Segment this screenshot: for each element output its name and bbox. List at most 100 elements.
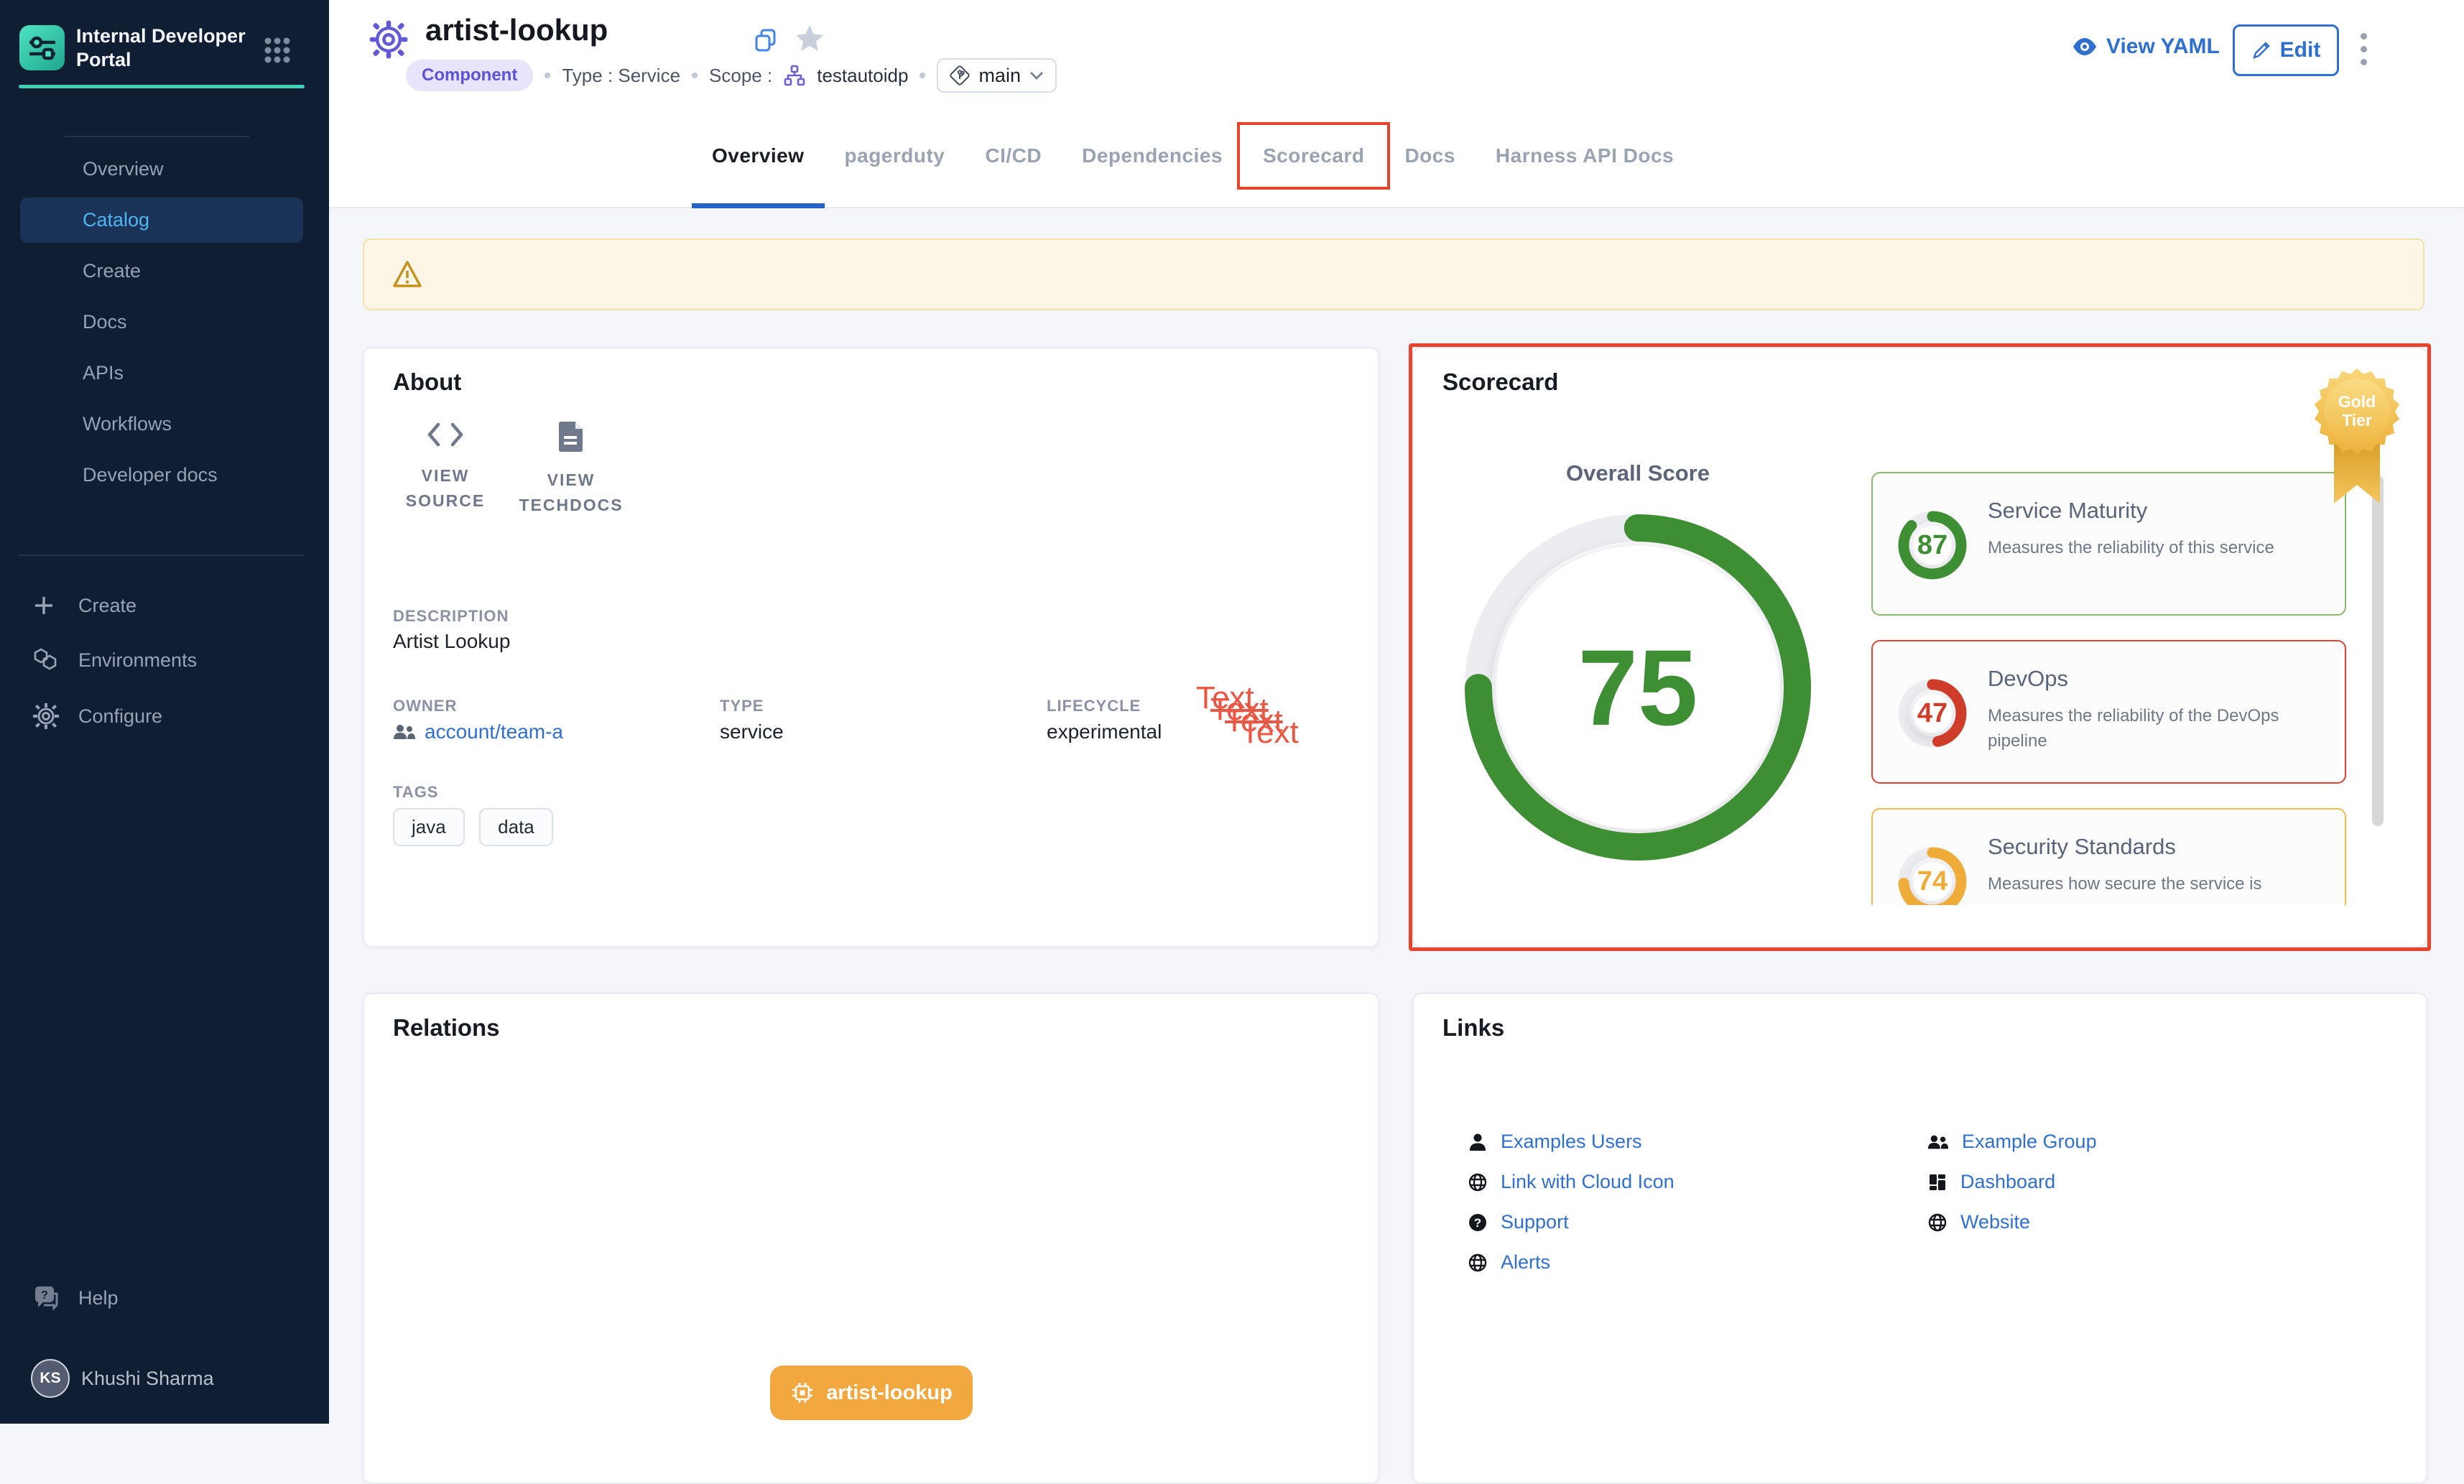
owner-label: OWNER (393, 697, 458, 715)
more-options-icon[interactable] (2361, 33, 2367, 65)
view-techdocs-button[interactable]: VIEW TECHDOCS (506, 420, 636, 518)
page-title: artist-lookup (425, 13, 608, 47)
check-card-devops[interactable]: 47 DevOps Measures the reliability of th… (1871, 640, 2346, 784)
relations-title: Relations (393, 1014, 500, 1041)
link-website[interactable]: Website (1927, 1211, 2030, 1233)
check-title: Security Standards (1988, 834, 2176, 859)
type-label: TYPE (720, 697, 764, 715)
link-dashboard[interactable]: Dashboard (1927, 1171, 2055, 1193)
sidebar-help[interactable]: ? Help (0, 1273, 329, 1323)
link-with-cloud-icon[interactable]: Link with Cloud Icon (1468, 1171, 1675, 1193)
tab-pagerduty[interactable]: pagerduty (844, 144, 945, 167)
overall-score-label: Overall Score (1566, 460, 1710, 486)
sidebar-item-catalog[interactable]: Catalog (20, 198, 303, 243)
about-card: About VIEW SOURCE VIEW TECHDOCS DESCRIPT… (363, 347, 1379, 947)
link-support[interactable]: ? Support (1468, 1211, 1569, 1233)
chevron-down-icon (1029, 71, 1044, 80)
scorecard-title: Scorecard (1442, 368, 1559, 395)
branch-name: main (978, 64, 1021, 86)
user-avatar: KS (31, 1359, 70, 1398)
lifecycle-label: LIFECYCLE (1047, 697, 1141, 715)
tags-label: TAGS (393, 783, 439, 801)
question-icon: ? (1468, 1212, 1488, 1233)
svg-text:Gold: Gold (2338, 392, 2376, 411)
sidebar: Internal Developer Portal Overview Catal… (0, 0, 329, 1424)
overlay-text-artifact: Text Text Text Text (1196, 680, 1299, 750)
owner-value[interactable]: account/team-a (393, 720, 563, 743)
tags-row: java data (393, 808, 565, 846)
checks-scrollbar[interactable] (2372, 476, 2384, 826)
tab-overview[interactable]: Overview (692, 105, 825, 208)
sidebar-user[interactable]: KS Khushi Sharma (0, 1353, 329, 1404)
hexagons-icon (32, 646, 78, 674)
tab-bar (329, 105, 2464, 208)
tab-docs[interactable]: Docs (1404, 144, 1455, 167)
separator-dot (692, 73, 698, 78)
user-name: Khushi Sharma (81, 1367, 214, 1389)
links-title: Links (1442, 1014, 1505, 1041)
star-icon[interactable] (795, 23, 825, 53)
gear-icon (32, 702, 78, 730)
sidebar-action-create[interactable]: Create (0, 580, 329, 631)
description-value: Artist Lookup (393, 630, 511, 652)
sidebar-nav: Overview Catalog Create Docs APIs Workfl… (0, 144, 329, 501)
tab-scorecard[interactable]: Scorecard (1236, 105, 1391, 207)
kind-chip[interactable]: Component (406, 60, 534, 91)
sidebar-item-apis[interactable]: APIs (83, 362, 124, 384)
link-example-group[interactable]: Example Group (1927, 1131, 2097, 1153)
globe-icon (1468, 1253, 1488, 1273)
tab-dependencies[interactable]: Dependencies (1082, 144, 1223, 167)
separator-dot (545, 73, 551, 78)
sidebar-item-overview[interactable]: Overview (83, 158, 164, 180)
tag-data[interactable]: data (479, 808, 553, 846)
sidebar-divider-bottom (19, 555, 305, 556)
warning-icon (393, 261, 422, 287)
tag-java[interactable]: java (393, 808, 465, 846)
branch-selector[interactable]: main (937, 58, 1057, 93)
separator-dot (920, 73, 926, 78)
branch-icon (950, 65, 971, 85)
app-logo-icon[interactable] (19, 25, 65, 70)
view-source-button[interactable]: VIEW SOURCE (392, 420, 499, 514)
docs-icon (559, 422, 583, 452)
tab-cicd[interactable]: CI/CD (985, 144, 1042, 167)
app-title: Internal Developer Portal (76, 25, 246, 70)
entity-meta-row: Component Type : Service Scope : testaut… (406, 58, 1057, 93)
type-value: service (720, 720, 784, 743)
svg-text:?: ? (41, 1289, 48, 1302)
link-examples-users[interactable]: Examples Users (1468, 1131, 1642, 1153)
gold-tier-badge: Gold Tier (2296, 353, 2418, 521)
scope-value: testautoidp (817, 64, 909, 86)
relations-card: Relations artist-lookup (363, 993, 1379, 1484)
sidebar-divider-top (65, 136, 249, 137)
edit-button[interactable]: Edit (2233, 24, 2339, 76)
link-alerts[interactable]: Alerts (1468, 1251, 1550, 1274)
check-card-service-maturity[interactable]: 87 Service Maturity Measures the reliabi… (1871, 472, 2346, 616)
entity-header (329, 0, 2464, 106)
sidebar-action-environments[interactable]: Environments (0, 635, 329, 685)
sidebar-item-developer-docs[interactable]: Developer docs (83, 464, 218, 486)
check-card-security-standards[interactable]: 74 Security Standards Measures how secur… (1871, 808, 2346, 905)
scope-hierarchy-icon (784, 65, 805, 86)
relations-node-artist-lookup[interactable]: artist-lookup (770, 1365, 973, 1420)
sidebar-item-workflows[interactable]: Workflows (83, 413, 172, 435)
sidebar-item-create[interactable]: Create (83, 260, 142, 282)
dashboard-icon (1927, 1172, 1947, 1192)
scorecard-checks-list[interactable]: 87 Service Maturity Measures the reliabi… (1871, 472, 2346, 905)
svg-text:?: ? (1474, 1216, 1481, 1230)
links-card: Links Examples Users Link with Cloud Ico… (1412, 993, 2427, 1484)
eye-icon (2073, 38, 2096, 55)
sidebar-item-docs[interactable]: Docs (83, 311, 127, 333)
check-ring: 74 (1893, 842, 1972, 905)
copy-icon[interactable] (753, 27, 779, 53)
type-label: Type : Service (562, 64, 681, 86)
sidebar-action-configure[interactable]: Configure (0, 691, 329, 741)
scope-label: Scope : (709, 64, 773, 86)
check-description: Measures the reliability of this service (1988, 538, 2274, 557)
plus-icon (32, 594, 78, 617)
check-title: DevOps (1988, 666, 2068, 691)
tab-harness-api-docs[interactable]: Harness API Docs (1495, 144, 1675, 167)
app-switcher-icon[interactable] (263, 36, 292, 65)
view-yaml-button[interactable]: View YAML (2072, 34, 2220, 59)
svg-text:Tier: Tier (2342, 411, 2372, 430)
